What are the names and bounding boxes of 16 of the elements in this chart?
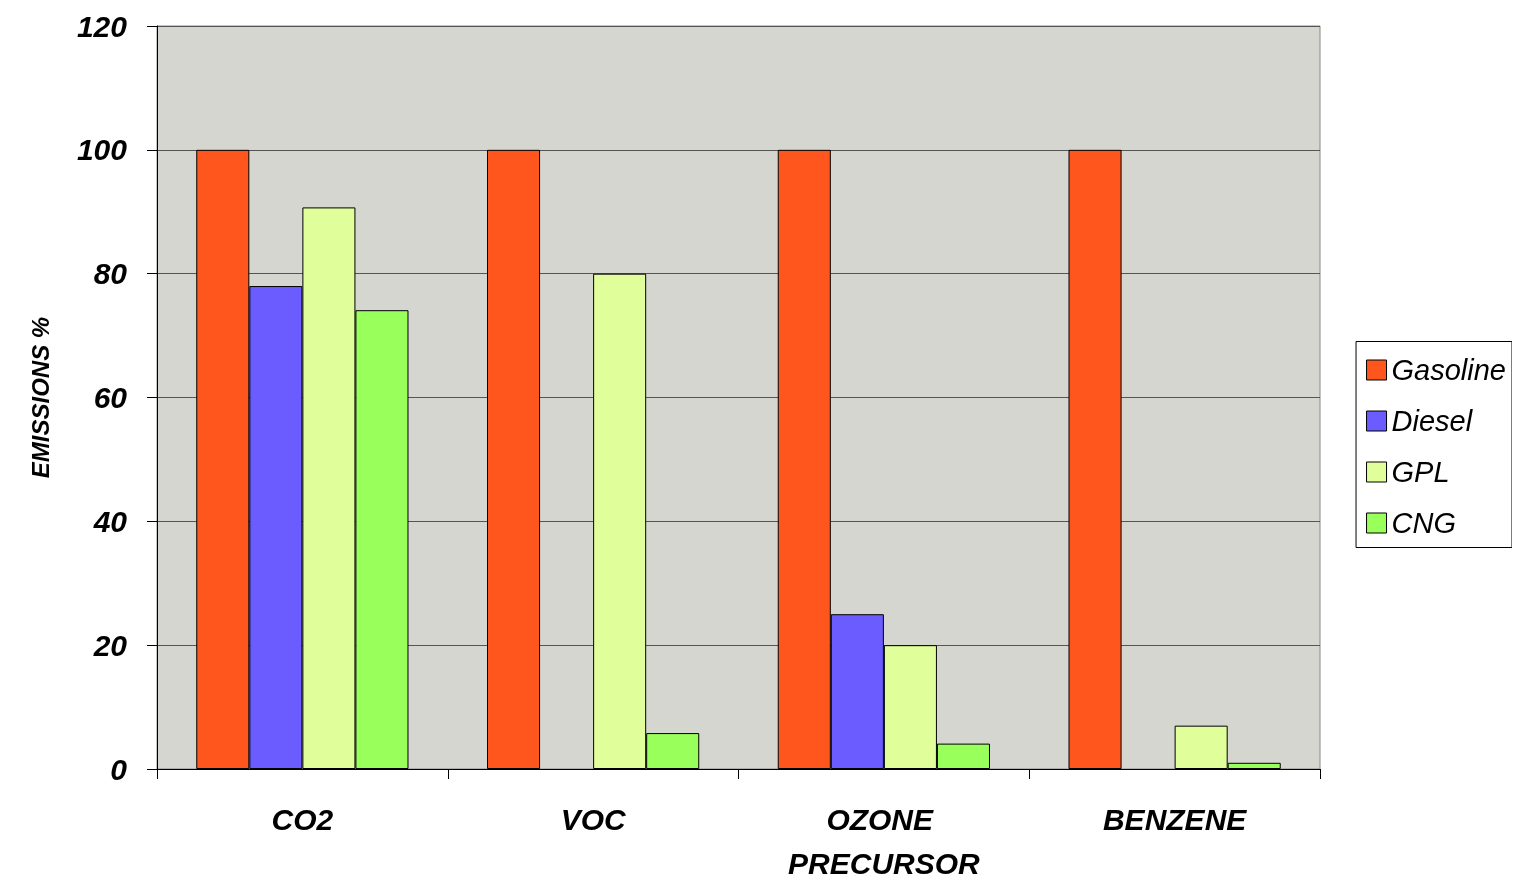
y-axis-title: EMISSIONS % [26, 316, 54, 479]
legend-label: GPL [1391, 456, 1450, 488]
y-tick-label: 60 [93, 381, 128, 414]
y-tick-label: 120 [76, 9, 128, 43]
legend-label: Gasoline [1391, 354, 1507, 386]
y-tick-label: 100 [76, 133, 128, 167]
x-tick-label: CO2 [271, 802, 334, 836]
legend-label: CNG [1391, 507, 1456, 539]
x-tick-label: OZONE PRECURSOR [788, 802, 981, 880]
y-tick-label: 0 [110, 752, 128, 786]
y-tick-label: 80 [93, 257, 128, 291]
legend-label: Diesel [1391, 405, 1474, 437]
y-tick-label: 20 [92, 628, 128, 662]
x-tick-label: VOC [560, 802, 627, 836]
y-tick-label: 40 [92, 504, 128, 538]
x-tick-label: BENZENE [1102, 802, 1248, 836]
